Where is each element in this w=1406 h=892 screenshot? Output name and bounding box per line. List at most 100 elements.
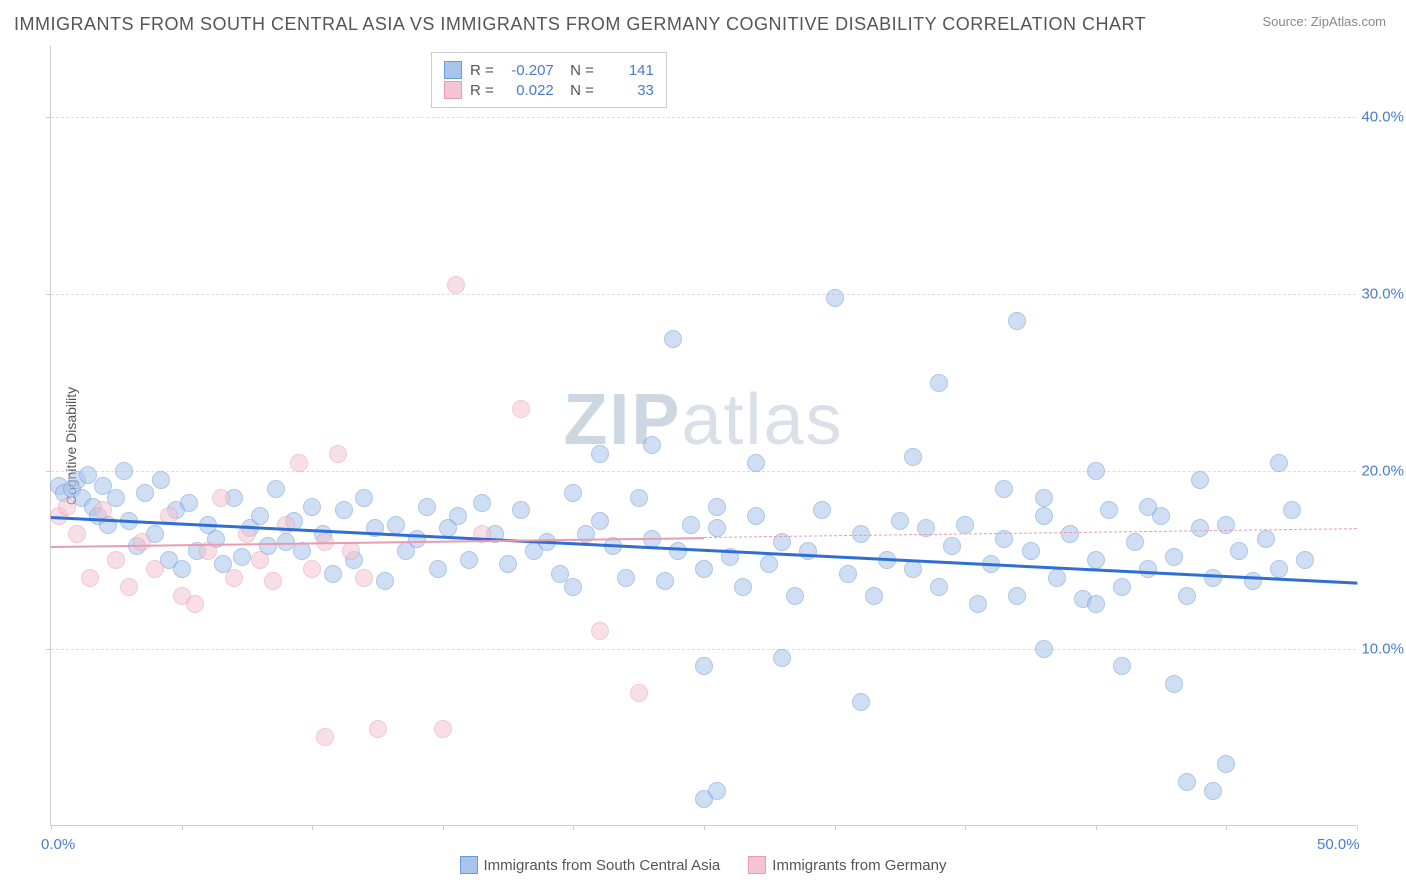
scatter-point — [734, 578, 752, 596]
scatter-point — [447, 276, 465, 294]
x-tick-mark — [573, 825, 574, 830]
scatter-point — [956, 516, 974, 534]
scatter-point — [564, 578, 582, 596]
scatter-point — [180, 494, 198, 512]
scatter-point — [277, 516, 295, 534]
scatter-point — [943, 537, 961, 555]
scatter-point — [1061, 525, 1079, 543]
scatter-point — [695, 560, 713, 578]
scatter-point — [1087, 595, 1105, 613]
scatter-point — [1022, 542, 1040, 560]
scatter-point — [630, 684, 648, 702]
scatter-point — [146, 560, 164, 578]
scatter-point — [786, 587, 804, 605]
scatter-point — [1113, 657, 1131, 675]
scatter-point — [290, 454, 308, 472]
scatter-point — [107, 551, 125, 569]
scatter-point — [969, 595, 987, 613]
scatter-point — [904, 560, 922, 578]
scatter-point — [173, 560, 191, 578]
scatter-point — [499, 555, 517, 573]
scatter-point — [434, 720, 452, 738]
x-tick-mark — [1096, 825, 1097, 830]
scatter-point — [408, 530, 426, 548]
legend-swatch-pink — [444, 81, 462, 99]
scatter-point — [449, 507, 467, 525]
scatter-point — [1296, 551, 1314, 569]
scatter-point — [669, 542, 687, 560]
bottom-legend: Immigrants from South Central AsiaImmigr… — [0, 856, 1406, 878]
legend-swatch — [748, 856, 766, 874]
scatter-point — [512, 501, 530, 519]
scatter-point — [369, 720, 387, 738]
scatter-point — [708, 519, 726, 537]
scatter-point — [643, 436, 661, 454]
scatter-point — [152, 471, 170, 489]
scatter-point — [591, 622, 609, 640]
y-tick-label: 20.0% — [1361, 463, 1404, 480]
legend-row-series1: R =-0.207 N =141 — [444, 61, 654, 79]
scatter-point — [1139, 498, 1157, 516]
chart-title: IMMIGRANTS FROM SOUTH CENTRAL ASIA VS IM… — [14, 14, 1146, 35]
source-attribution: Source: ZipAtlas.com — [1262, 14, 1386, 29]
scatter-point — [1035, 489, 1053, 507]
scatter-point — [591, 512, 609, 530]
legend-label: Immigrants from Germany — [772, 857, 946, 874]
scatter-point — [342, 542, 360, 560]
scatter-point — [512, 400, 530, 418]
scatter-point — [1191, 471, 1209, 489]
correlation-legend: R =-0.207 N =141 R =0.022 N =33 — [431, 52, 667, 108]
scatter-point — [251, 551, 269, 569]
legend-swatch-blue — [444, 61, 462, 79]
scatter-point — [656, 572, 674, 590]
scatter-point — [376, 572, 394, 590]
scatter-point — [1204, 569, 1222, 587]
scatter-point — [251, 507, 269, 525]
scatter-point — [904, 448, 922, 466]
scatter-point — [335, 501, 353, 519]
legend-item: Immigrants from Germany — [748, 856, 946, 874]
scatter-point — [329, 445, 347, 463]
scatter-point — [1087, 462, 1105, 480]
x-tick-mark — [965, 825, 966, 830]
gridline — [51, 471, 1356, 472]
gridline — [51, 294, 1356, 295]
scatter-point — [225, 569, 243, 587]
scatter-point — [630, 489, 648, 507]
scatter-point — [1178, 587, 1196, 605]
scatter-point — [865, 587, 883, 605]
scatter-point — [293, 542, 311, 560]
scatter-point — [891, 512, 909, 530]
scatter-point — [81, 569, 99, 587]
scatter-point — [267, 480, 285, 498]
scatter-point — [1270, 560, 1288, 578]
scatter-point — [995, 480, 1013, 498]
scatter-point — [68, 525, 86, 543]
scatter-point — [1100, 501, 1118, 519]
scatter-point — [473, 494, 491, 512]
scatter-point — [355, 569, 373, 587]
scatter-point — [747, 507, 765, 525]
scatter-point — [1165, 548, 1183, 566]
scatter-point — [233, 548, 251, 566]
scatter-point — [1204, 782, 1222, 800]
scatter-point — [1087, 551, 1105, 569]
scatter-point — [58, 498, 76, 516]
scatter-point — [617, 569, 635, 587]
scatter-point — [1008, 312, 1026, 330]
scatter-point — [1217, 755, 1235, 773]
scatter-point — [591, 445, 609, 463]
scatter-point — [813, 501, 831, 519]
scatter-point — [324, 565, 342, 583]
scatter-point — [136, 484, 154, 502]
scatter-point — [747, 454, 765, 472]
scatter-point — [418, 498, 436, 516]
scatter-point — [1178, 773, 1196, 791]
y-tick-label: 30.0% — [1361, 286, 1404, 303]
scatter-point — [1048, 569, 1066, 587]
scatter-point — [303, 560, 321, 578]
y-tick-label: 10.0% — [1361, 640, 1404, 657]
legend-row-series2: R =0.022 N =33 — [444, 81, 654, 99]
scatter-point — [264, 572, 282, 590]
scatter-point — [708, 782, 726, 800]
